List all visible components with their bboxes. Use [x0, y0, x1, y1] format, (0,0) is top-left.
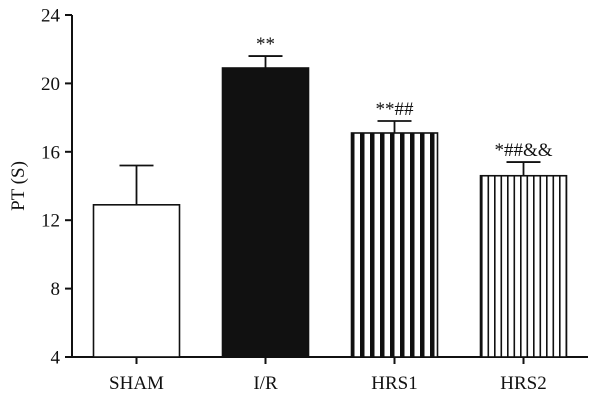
bars: [92, 67, 568, 358]
x-tick-label: I/R: [253, 373, 278, 394]
bar-hrs2: [479, 174, 568, 358]
bar-hrs1: [350, 132, 439, 358]
y-tick-label: 24: [41, 6, 61, 27]
error-bars: [119, 55, 541, 205]
y-tick-label: 20: [41, 74, 60, 95]
bar-i-r: [221, 67, 310, 358]
significance-label: *##&&: [494, 140, 552, 161]
significance-annotations: ** **## *##&&: [256, 34, 553, 161]
y-tick-label: 12: [41, 211, 60, 232]
significance-label: **##: [376, 99, 415, 120]
x-tick-label: HRS1: [371, 373, 417, 394]
y-axis: 4 8 12 16 20 24: [41, 6, 73, 369]
y-axis-title: PT (S): [8, 161, 29, 211]
y-tick-label: 4: [51, 348, 61, 369]
bar-sham: [92, 204, 181, 358]
y-tick-label: 8: [51, 279, 61, 300]
significance-label: **: [256, 34, 275, 55]
y-tick-label: 16: [41, 142, 60, 163]
x-axis: SHAM I/R HRS1 HRS2: [72, 356, 588, 394]
x-tick-label: HRS2: [500, 373, 546, 394]
x-tick-label: SHAM: [109, 373, 164, 394]
